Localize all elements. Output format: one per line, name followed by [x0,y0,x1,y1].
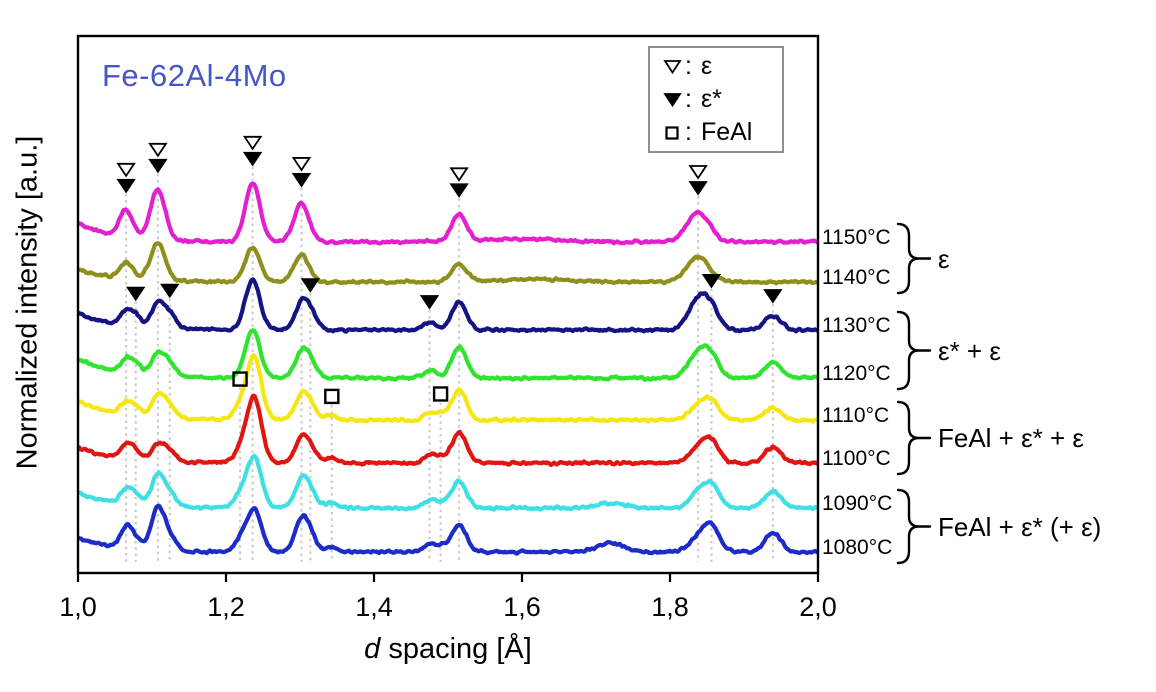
group-brace [896,400,932,476]
epsilon-star-marker-icon [116,178,136,194]
temperature-label: 1120°C [822,362,891,385]
epsilon-star-marker-icon [763,289,783,304]
epsilon-star-marker-icon [688,181,708,196]
epsilon-star-marker-icon [449,183,469,198]
curve-1110C [77,353,819,424]
phase-label: ε [938,243,950,274]
epsilon-star-marker-icon [701,273,722,289]
plot-title: Fe-62Al-4Mo [102,58,287,93]
epsilon-star-marker-icon [242,151,263,167]
legend-label-epsilon-star: ε* [700,85,722,113]
epsilon-star-marker-icon [291,173,312,188]
axes: 1,0 1,2 1,4 1,6 1,8 2,0 [59,34,932,622]
guide-lines [124,166,774,562]
legend: : ε : ε* : FeAl [648,46,784,153]
epsilon-marker-icon [449,167,469,182]
plot-frame [76,34,820,575]
legend-item-epsilon-star: : ε* [663,84,782,116]
legend-label-epsilon: ε [700,52,713,80]
x-tick-label: 1,2 [207,592,245,622]
x-axis-label-symbol: d [364,633,381,665]
group-brace [896,488,932,565]
epsilon-marker-icon [242,135,263,151]
legend-item-feal: : FeAl [663,117,782,149]
epsilon-star-marker-icon [148,158,168,174]
feal-marker-icon [324,388,340,405]
epsilon-marker-icon [688,165,708,180]
curve-1080C [77,503,819,556]
curve-1100C [77,393,819,468]
temperature-label: 1130°C [822,314,891,337]
curves [77,181,819,556]
x-tick-label: 2,0 [799,592,837,622]
curve-1090C [77,453,819,512]
x-tick-label: 1,4 [355,592,393,622]
epsilon-marker-icon [116,162,136,178]
epsilon-star-marker-icon [126,286,146,302]
peak-markers [116,135,783,405]
x-tick-label: 1,0 [59,592,97,622]
group-brace [896,222,932,295]
filled-triangle-down-icon [663,93,682,108]
phase-label: FeAl + ε* (+ ε) [938,511,1102,542]
curve-1130C [77,277,819,334]
curve-1120C [77,328,819,382]
epsilon-star-marker-icon [160,283,180,299]
temperature-label: 1150°C [822,226,891,249]
temperature-label: 1110°C [822,404,890,427]
curve-1150C [77,181,819,246]
epsilon-star-marker-icon [300,278,321,293]
legend-colon: : [685,118,692,146]
group-brace [896,310,932,391]
phase-label: ε* + ε [938,335,1001,366]
legend-colon: : [685,85,692,113]
feal-marker-icon [232,371,248,387]
open-square-icon [665,126,679,140]
x-axis-label: d spacing [Å] [248,633,648,666]
legend-colon: : [685,52,692,80]
curve-1140C [77,241,819,286]
temperature-label: 1090°C [822,492,893,515]
legend-item-epsilon: : ε [663,51,782,83]
temperature-label: 1080°C [822,536,893,559]
y-axis-label: Normalized intensity [a.u.] [11,135,44,470]
feal-marker-icon [432,386,449,402]
epsilon-marker-icon [291,157,312,172]
x-tick-label: 1,6 [503,592,541,622]
temperature-label: 1140°C [822,266,891,289]
open-triangle-down-icon [663,60,682,75]
x-axis-label-units: spacing [Å] [380,633,532,665]
epsilon-star-marker-icon [419,295,440,310]
x-tick-label: 1,8 [651,592,689,622]
temperature-label: 1100°C [822,447,891,470]
phase-label: FeAl + ε* + ε [938,423,1085,453]
legend-label-feal: FeAl [700,118,753,146]
epsilon-marker-icon [148,142,168,158]
